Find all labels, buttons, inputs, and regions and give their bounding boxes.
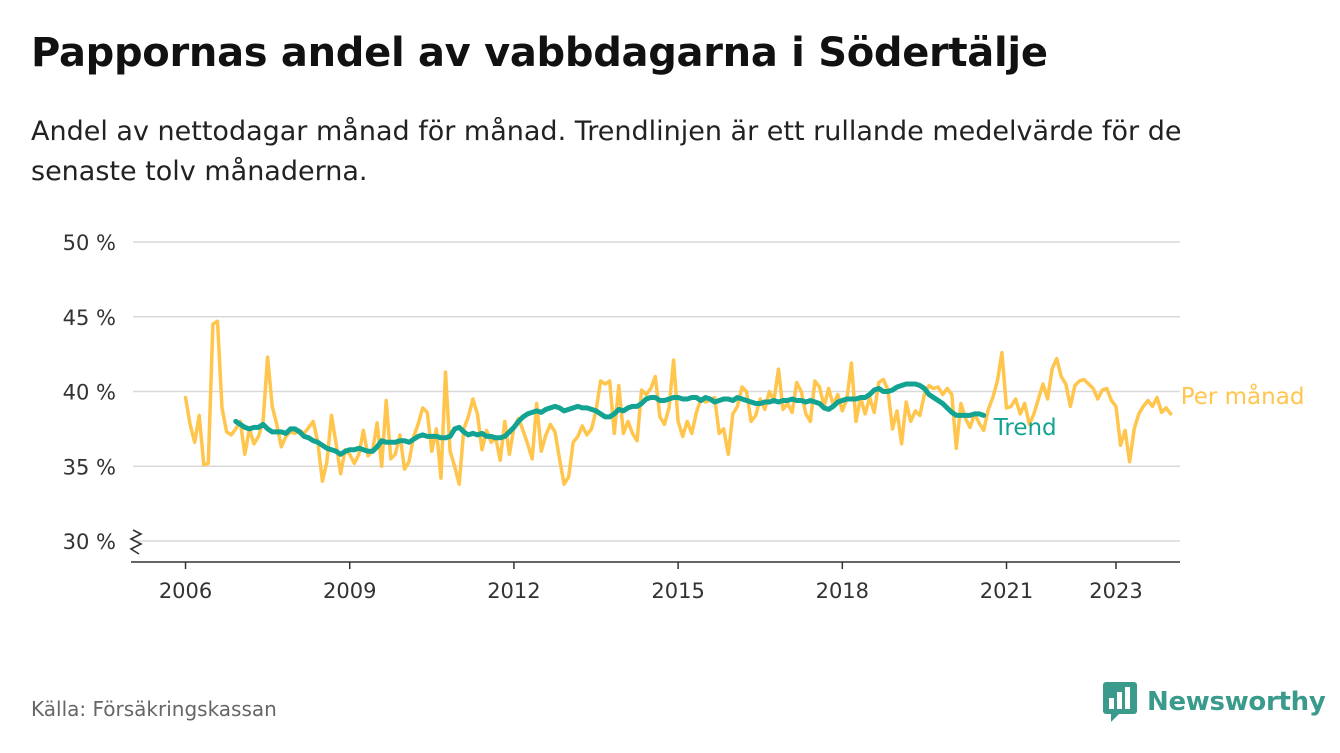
line-chart: 30 % 35 % 40 % 45 % 50 % 2006 2009 2012 2015 2018… — [63, 231, 1305, 603]
axes: 30 % 35 % 40 % 45 % 50 % 2006 2009 2012 2015 2018… — [63, 231, 1180, 603]
series-label-monthly: Per månad — [1181, 382, 1305, 410]
bar-chart-logo-icon — [1103, 682, 1137, 722]
trend-series-line — [233, 381, 987, 457]
y-tick-label: 40 % — [63, 381, 116, 405]
x-tick-label: 2023 — [1089, 579, 1142, 603]
y-tick-label: 30 % — [63, 530, 116, 554]
x-tick-label: 2018 — [816, 579, 869, 603]
x-tick-label: 2006 — [159, 579, 212, 603]
x-tick-label: 2012 — [487, 579, 540, 603]
series-lines — [183, 319, 1173, 486]
x-tick-label: 2015 — [651, 579, 704, 603]
y-tick-label: 45 % — [63, 306, 116, 330]
y-tick-label: 35 % — [63, 455, 116, 479]
x-tick-label: 2021 — [980, 579, 1033, 603]
series-labels: Per månad Trend — [993, 382, 1305, 441]
brand-name: Newsworthy — [1147, 687, 1326, 717]
axis-break-icon — [129, 529, 143, 555]
x-tick-label: 2009 — [323, 579, 376, 603]
chart-subtitle: Andel av nettodagar månad för månad. Tre… — [31, 116, 1182, 187]
chart-title: Pappornas andel av vabbdagarna i Södertä… — [31, 30, 1048, 76]
newsworthy-logo[interactable]: Newsworthy — [1103, 681, 1326, 723]
monthly-series-line — [183, 319, 1173, 486]
source-note: Källa: Försäkringskassan — [31, 697, 277, 721]
series-label-trend: Trend — [993, 415, 1057, 441]
y-tick-label: 50 % — [63, 231, 116, 255]
